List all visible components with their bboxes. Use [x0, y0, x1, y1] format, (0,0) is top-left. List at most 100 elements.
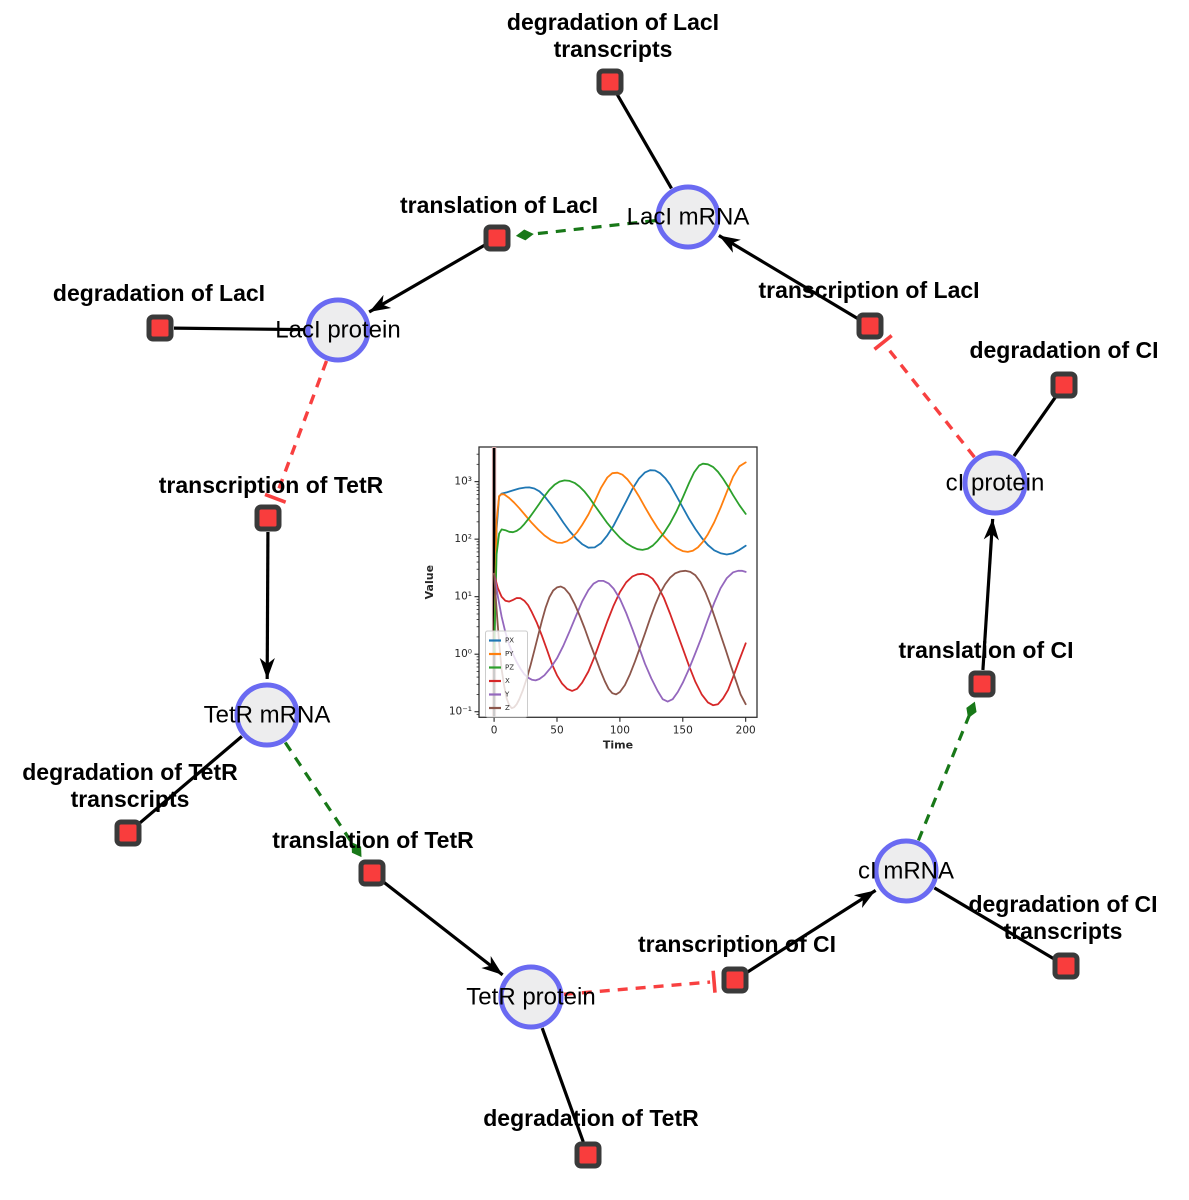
species-label: TetR mRNA — [204, 702, 331, 729]
reaction-square[interactable] — [358, 859, 386, 887]
arrowhead-icon — [983, 518, 999, 541]
reaction-square[interactable] — [483, 224, 511, 252]
reaction-node-deg-tetr[interactable]: degradation of TetR — [483, 1105, 699, 1169]
species-circle[interactable] — [305, 297, 371, 363]
legend-label-Z: Z — [505, 704, 510, 712]
species-circle[interactable] — [234, 682, 300, 748]
species-label: LacI protein — [275, 317, 400, 344]
legend-label-Y: Y — [504, 691, 510, 699]
species-circle[interactable] — [655, 184, 721, 250]
x-tick-label: 200 — [736, 724, 756, 736]
reaction-node-txn-ci[interactable]: transcription of CI — [638, 931, 836, 994]
edge-laci-mrna-to-deg-laci-tx — [615, 93, 673, 190]
species-label: LacI mRNA — [627, 204, 750, 231]
x-tick-label: 50 — [550, 724, 563, 736]
production-edge-line — [981, 518, 995, 671]
consumption-edge-line — [540, 1027, 585, 1143]
species-node-ci-mrna[interactable]: cI mRNA — [858, 838, 954, 904]
reaction-node-txn-tetr[interactable]: transcription of TetR — [159, 472, 384, 532]
reaction-square[interactable] — [856, 312, 884, 340]
consumption-edge-line — [933, 886, 1055, 961]
reaction-label: transcription of CI — [638, 931, 836, 957]
consumption-edge-line — [615, 93, 673, 190]
species-label: cI mRNA — [858, 858, 954, 885]
reaction-node-deg-laci[interactable]: degradation of LacI — [53, 280, 265, 342]
legend-label-PZ: PZ — [505, 664, 514, 672]
edge-transl-ci-to-ci-protein — [981, 518, 999, 671]
edge-laci-mrna-to-transl-laci — [515, 219, 656, 241]
catalysis-edge-line — [916, 708, 974, 842]
reaction-node-transl-ci[interactable]: translation of CI — [898, 637, 1074, 698]
edge-txn-laci-to-laci-mrna — [718, 234, 859, 321]
reaction-square[interactable] — [1052, 952, 1080, 980]
reaction-label: degradation of TetR — [483, 1105, 699, 1131]
reaction-label: translation of CI — [898, 637, 1073, 663]
consumption-edge-line — [137, 735, 243, 826]
nodes-layer: LacI mRNA LacI protein TetR mRNA TetR prote… — [22, 9, 1159, 1169]
reaction-label: degradation of LacI — [507, 9, 719, 35]
edge-ci-mrna-to-transl-ci — [916, 701, 977, 842]
reaction-square[interactable] — [114, 819, 142, 847]
species-node-tetr-mrna[interactable]: TetR mRNA — [204, 682, 331, 748]
reaction-square[interactable] — [146, 314, 174, 342]
inhibition-edge-line — [884, 344, 976, 459]
catalysis-arrowhead-icon — [966, 701, 977, 719]
edge-transl-tetr-to-tetr-protein — [382, 880, 504, 977]
edge-laci-protein-to-deg-laci — [173, 326, 306, 332]
y-tick-label: 10⁰ — [454, 648, 472, 660]
chart-legend: PX PY PZ XYZ — [485, 630, 528, 718]
arrowhead-icon — [853, 890, 876, 909]
species-label: TetR protein — [466, 984, 595, 1011]
reaction-label: degradation of LacI — [53, 280, 265, 306]
reaction-square[interactable] — [721, 966, 749, 994]
species-circle[interactable] — [873, 838, 939, 904]
reaction-square[interactable] — [574, 1141, 602, 1169]
edge-ci-protein-to-txn-laci — [873, 334, 976, 459]
legend-label-X: X — [505, 677, 510, 685]
legend-label-PX: PX — [505, 637, 514, 645]
reaction-square[interactable] — [254, 504, 282, 532]
species-node-laci-mrna[interactable]: LacI mRNA — [627, 184, 750, 250]
x-axis-label: Time — [603, 738, 633, 751]
catalysis-arrowhead-icon — [515, 229, 534, 241]
edge-tetr-mrna-to-deg-tetr-tx — [137, 735, 243, 826]
reaction-square[interactable] — [968, 670, 996, 698]
reaction-node-transl-laci[interactable]: translation of LacI — [400, 192, 598, 252]
reaction-node-txn-laci[interactable]: transcription of LacI — [758, 277, 980, 340]
y-tick-label: 10³ — [454, 476, 472, 488]
x-tick-label: 150 — [673, 724, 693, 736]
catalysis-arrowhead-icon — [351, 842, 362, 858]
edge-ci-mrna-to-deg-ci-tx — [933, 886, 1055, 961]
production-edge-line — [382, 880, 504, 977]
series-X-line — [493, 572, 747, 707]
species-node-laci-protein[interactable]: LacI protein — [275, 297, 401, 363]
consumption-edge-line — [173, 326, 306, 332]
edge-tetr-protein-to-deg-tetr — [540, 1027, 585, 1143]
reaction-square[interactable] — [596, 68, 624, 96]
edge-transl-laci-to-laci-protein — [368, 243, 486, 314]
y-tick-label: 10¹ — [454, 591, 472, 603]
reaction-square[interactable] — [1050, 371, 1078, 399]
species-node-ci-protein[interactable]: cI protein — [946, 450, 1045, 516]
reaction-node-deg-ci[interactable]: degradation of CI — [969, 337, 1159, 399]
series-PX-line — [493, 469, 747, 656]
species-node-tetr-protein[interactable]: TetR protein — [466, 964, 596, 1030]
species-circle[interactable] — [962, 450, 1028, 516]
production-edge-line — [265, 531, 270, 680]
reaction-label: translation of LacI — [400, 192, 598, 218]
production-edge-line — [745, 889, 877, 974]
inhibition-tbar-icon — [264, 492, 287, 504]
reaction-label: transcription of LacI — [758, 277, 979, 303]
production-edge-line — [368, 243, 486, 314]
reaction-node-transl-tetr[interactable]: translation of TetR — [272, 827, 474, 887]
x-tick-label: 100 — [610, 724, 630, 736]
edges-layer — [137, 93, 1058, 1143]
reaction-label: degradation of TetR — [22, 759, 238, 785]
edge-ci-protein-to-deg-ci — [1012, 395, 1058, 457]
species-circle[interactable] — [498, 964, 564, 1030]
edge-tetr-mrna-to-transl-tetr — [283, 741, 362, 858]
